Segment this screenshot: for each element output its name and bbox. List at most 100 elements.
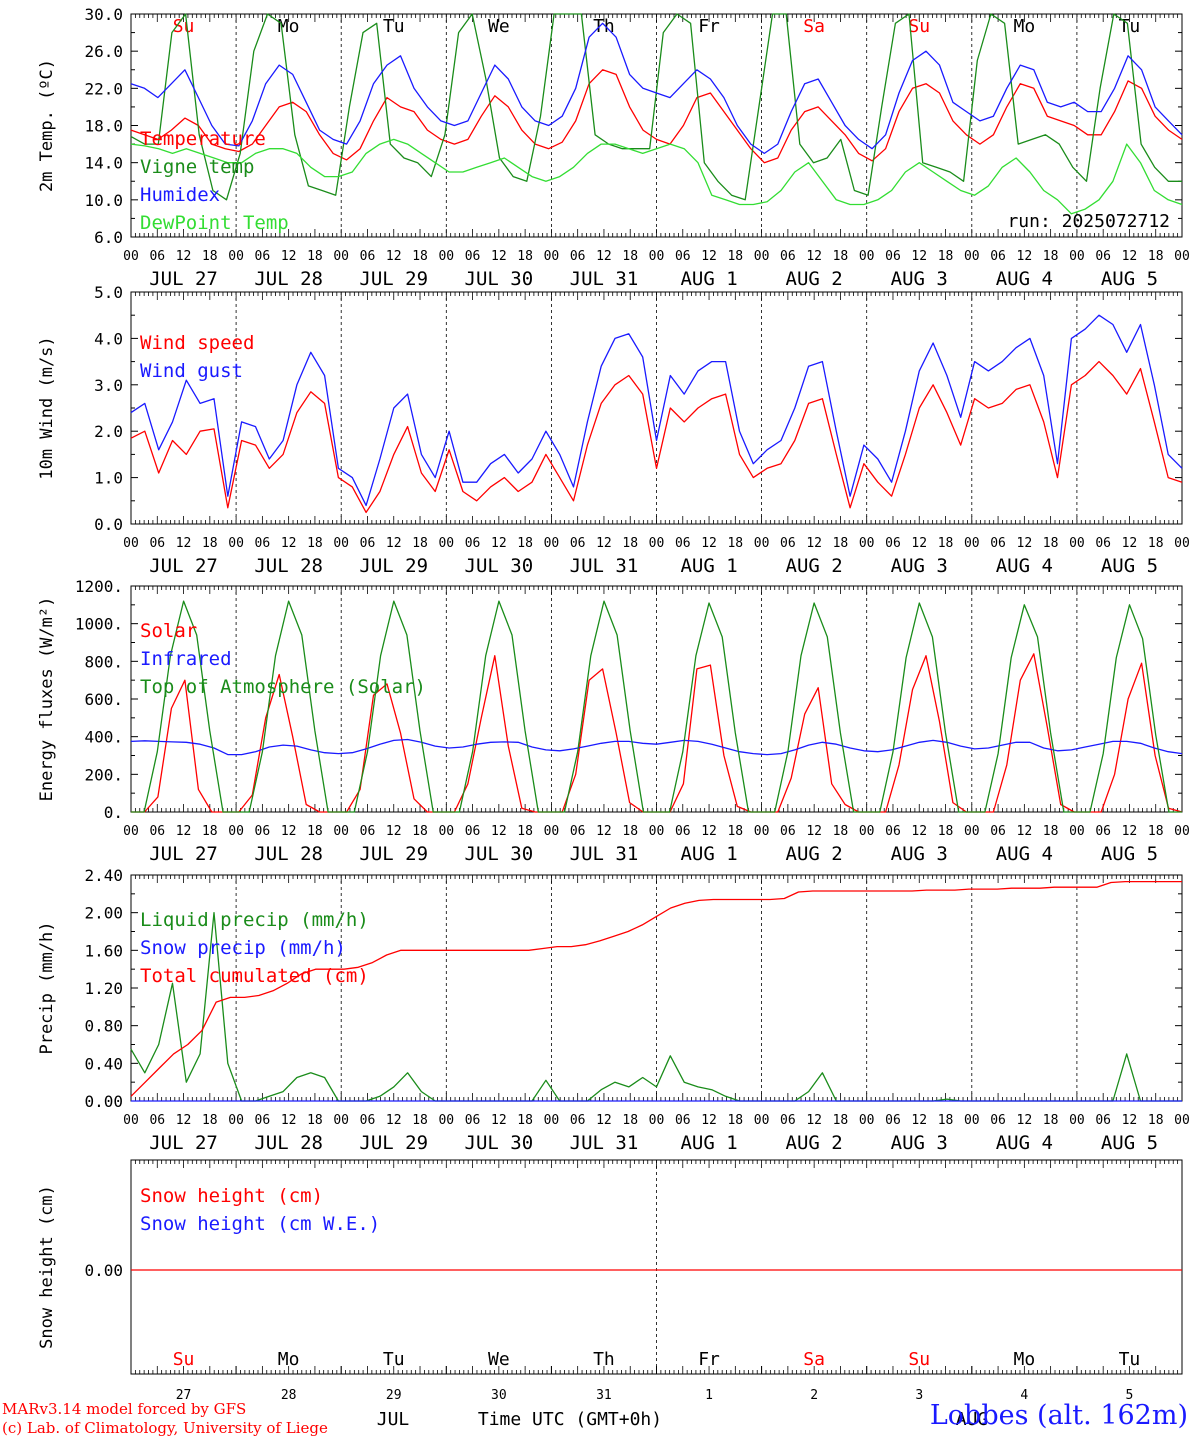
hour-tick-label: 06	[885, 824, 901, 839]
hour-tick-label: 18	[517, 1113, 533, 1128]
hour-tick-label: 18	[202, 824, 218, 839]
date-label: JUL 29	[359, 268, 428, 290]
hour-tick-label: 18	[307, 1113, 323, 1128]
series-line	[130, 314, 1183, 507]
hour-tick-label: 18	[202, 249, 218, 264]
hour-tick-label: 00	[228, 249, 244, 264]
hour-tick-label: 06	[255, 1113, 271, 1128]
hour-tick-label: 00	[544, 824, 560, 839]
day-number-label: 29	[386, 1388, 402, 1403]
day-name-label: Su	[173, 16, 195, 37]
y-axis-label: Energy fluxes (W/m²)	[37, 597, 57, 802]
hour-tick-label: 06	[780, 536, 796, 551]
date-label: JUL 28	[254, 1132, 323, 1154]
snow-height-panel: 0.00 Snow height (cm) Snow height (cm) Snow…	[37, 1159, 1183, 1430]
day-name-label: Tu	[1119, 1349, 1141, 1370]
hour-tick-label: 06	[149, 536, 165, 551]
energy-flux-panel: 0. 200. 400. 600. 800. 1000. 1200. Energy fluxe…	[37, 577, 1190, 865]
legend-entry: Liquid precip (mm/h)	[140, 909, 369, 931]
hour-tick-label: 06	[1095, 824, 1111, 839]
y-tick-label: 1.20	[84, 979, 123, 998]
hour-tick-label: 12	[176, 536, 192, 551]
hour-tick-label: 18	[202, 1113, 218, 1128]
hour-tick-label: 18	[412, 1113, 428, 1128]
hour-tick-label: 18	[938, 1113, 954, 1128]
date-label: AUG 2	[786, 1132, 843, 1154]
hour-tick-label: 00	[438, 824, 454, 839]
hour-tick-label: 06	[1095, 536, 1111, 551]
y-tick-label: 30.0	[84, 5, 123, 24]
series-line	[130, 69, 1183, 164]
hour-tick-label: 12	[911, 249, 927, 264]
date-label: AUG 4	[996, 1132, 1053, 1154]
hour-tick-label: 06	[570, 1113, 586, 1128]
hour-tick-label: 12	[806, 536, 822, 551]
hour-tick-label: 18	[938, 824, 954, 839]
hour-tick-label: 00	[333, 249, 349, 264]
hour-tick-label: 18	[202, 536, 218, 551]
hour-tick-label: 12	[806, 1113, 822, 1128]
month-label: JUL	[377, 1409, 410, 1430]
hour-tick-label: 18	[307, 536, 323, 551]
series-line	[130, 138, 1183, 215]
date-label: AUG 3	[891, 843, 948, 865]
series-line	[130, 360, 1183, 514]
series-line	[130, 880, 1182, 1097]
hour-tick-label: 18	[412, 824, 428, 839]
hour-tick-label: 00	[649, 536, 665, 551]
hour-tick-label: 12	[911, 1113, 927, 1128]
wind-panel: 0.0 1.0 2.0 3.0 4.0 5.0 10m Wind (m/s) 00 06 12 18…	[37, 283, 1190, 577]
hour-tick-label: 18	[833, 824, 849, 839]
series-line	[130, 13, 1182, 201]
hour-tick-label: 00	[544, 536, 560, 551]
hour-tick-label: 18	[1148, 824, 1164, 839]
hour-tick-label: 12	[176, 249, 192, 264]
hour-tick-label: 00	[1174, 1113, 1190, 1128]
date-label: AUG 5	[1101, 1132, 1158, 1154]
hour-tick-label: 00	[333, 536, 349, 551]
hour-tick-label: 18	[412, 249, 428, 264]
hour-tick-label: 12	[1122, 1113, 1138, 1128]
hour-tick-label: 18	[1148, 1113, 1164, 1128]
hour-tick-label: 18	[622, 249, 638, 264]
hour-tick-label: 00	[754, 824, 770, 839]
legend-entry: Total cumulated (cm)	[140, 965, 369, 987]
legend-entry: DewPoint Temp	[140, 212, 289, 234]
date-label: AUG 4	[996, 268, 1053, 290]
hour-tick-label: 18	[727, 824, 743, 839]
y-tick-label: 0.80	[84, 1017, 123, 1036]
y-tick-label: 26.0	[84, 42, 123, 61]
date-label: AUG 2	[786, 843, 843, 865]
y-tick-label: 1000.	[75, 615, 123, 634]
hour-tick-label: 06	[675, 249, 691, 264]
month-label: AUG	[956, 1409, 989, 1430]
hour-tick-label: 00	[1069, 536, 1085, 551]
date-label: JUL 30	[465, 268, 534, 290]
y-tick-label: 0.	[104, 803, 123, 822]
legend-entry: Solar	[140, 620, 197, 642]
legend-entry: Snow height (cm W.E.)	[140, 1213, 380, 1235]
legend-entry: Snow height (cm)	[140, 1185, 323, 1207]
hour-tick-label: 12	[491, 249, 507, 264]
hour-tick-label: 00	[228, 1113, 244, 1128]
hour-tick-label: 18	[1043, 1113, 1059, 1128]
hour-tick-label: 18	[938, 249, 954, 264]
day-number-label: 27	[176, 1388, 192, 1403]
hour-tick-label: 06	[255, 536, 271, 551]
date-label: AUG 1	[680, 1132, 737, 1154]
date-label: JUL 27	[149, 843, 218, 865]
hour-tick-label: 12	[701, 1113, 717, 1128]
hour-tick-label: 06	[990, 536, 1006, 551]
hour-tick-label: 18	[833, 536, 849, 551]
y-tick-label: 0.40	[84, 1054, 123, 1073]
hour-tick-label: 12	[701, 249, 717, 264]
temperature-panel: 6.0 10.0 14.0 18.0 22.0 26.0 30.0 2m Temp. (ºC)…	[37, 5, 1190, 290]
hour-tick-label: 12	[281, 249, 297, 264]
hour-tick-label: 06	[570, 249, 586, 264]
hour-tick-label: 18	[622, 536, 638, 551]
date-label: AUG 4	[996, 843, 1053, 865]
legend-entry: Infrared	[140, 648, 232, 670]
hour-tick-label: 18	[517, 249, 533, 264]
day-number-label: 2	[810, 1388, 818, 1403]
hour-tick-label: 06	[780, 1113, 796, 1128]
